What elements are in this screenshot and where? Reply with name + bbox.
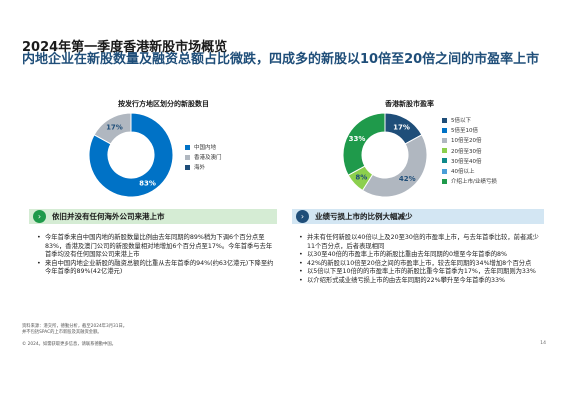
legend-item: 中国内地 <box>185 142 222 152</box>
left-chart-title: 按发行方地区划分的新股数目 <box>118 100 209 108</box>
list-item: 来自中国内地企业新股的融资总额的比重从去年首季的94%(约63亿港元)下降至约今… <box>36 260 276 277</box>
list-item: 以5倍以下至10倍的的市盈率上市的新股比重今年首季为17%，去年同期则为33% <box>298 268 544 277</box>
legend-label: 20倍至30倍 <box>451 148 482 155</box>
legend-swatch <box>442 178 447 184</box>
legend-item: 香港及澳门 <box>185 152 222 162</box>
legend-label: 40倍以上 <box>451 169 475 176</box>
legend-item: 20倍至30倍 <box>442 146 497 156</box>
legend-item: 30倍至40倍 <box>442 156 497 166</box>
page-title: 2024年第一季度香港新股市场概览 <box>22 40 228 55</box>
legend-swatch <box>442 117 447 123</box>
legend-swatch <box>185 154 190 160</box>
page-number: 14 <box>540 341 546 346</box>
legend-item: 5倍以下 <box>442 115 497 125</box>
legend-item: 5倍至10倍 <box>442 125 497 135</box>
legend-label: 30倍至40倍 <box>451 158 482 165</box>
right-section-heading: 业绩亏损上市的比例大幅减少 <box>315 212 413 221</box>
legend-label: 5倍至10倍 <box>451 128 478 135</box>
left-chart-legend: 中国内地香港及澳门海外 <box>185 142 222 173</box>
list-item: 并未有任何新股以40倍以上及20至30倍的市盈率上市，与去年首季比较，前者减少1… <box>298 234 544 251</box>
list-item: 以介绍形式或业绩亏损上市的由去年同期的22%攀升至今年首季的33% <box>298 277 544 286</box>
legend-swatch <box>442 148 447 154</box>
legend-swatch <box>442 127 447 133</box>
data-label: 83% <box>139 179 156 187</box>
legend-item: 介绍上市/业绩亏损 <box>442 176 497 186</box>
right-chart-title: 香港新股市盈率 <box>385 100 434 108</box>
list-item: 42%的新股以10倍至20倍之间的市盈率上市，较去年同期的34%增加8个百分点 <box>298 260 544 269</box>
pie-slice <box>361 134 428 198</box>
legend-label: 5倍以下 <box>451 118 471 125</box>
legend-swatch <box>442 137 447 143</box>
chevron-right-icon: › <box>296 210 309 223</box>
pie-slice <box>93 112 132 145</box>
legend-item: 海外 <box>185 162 222 172</box>
legend-swatch <box>442 158 447 164</box>
legend-item: 40倍以上 <box>442 166 497 176</box>
list-item: 今年首季来自中国内地的新股数量比例由去年同期的89%稍为下调6个百分点至83%，… <box>36 234 276 260</box>
legend-label: 海外 <box>194 165 206 172</box>
source-note: 资料来源：港交所，德勤分析，截至2024年3月31日。 并不包括SPAC的上市新… <box>22 324 128 335</box>
legend-swatch <box>185 144 190 150</box>
copyright: © 2024。如需获取更多信息，请联系德勤中国。 <box>22 342 116 347</box>
legend-label: 10倍至20倍 <box>451 138 482 145</box>
legend-swatch <box>185 164 190 170</box>
right-donut-chart: 17% 42% 8% 33% <box>342 112 428 198</box>
legend-label: 介绍上市/业绩亏损 <box>451 179 497 186</box>
page-subtitle: 内地企业在新股数量及融资总额占比微跌，四成多的新股以10倍至20倍之间的市盈率上… <box>22 52 540 67</box>
left-bullet-list: 今年首季来自中国内地的新股数量比例由去年同期的89%稍为下调6个百分点至83%，… <box>36 234 276 277</box>
legend-label: 中国内地 <box>194 145 217 152</box>
legend-item: 10倍至20倍 <box>442 135 497 145</box>
left-section-header: › 依旧并没有任何海外公司来港上市 <box>29 209 277 224</box>
data-label: 42% <box>399 175 416 183</box>
pie-slice <box>88 112 174 198</box>
legend-swatch <box>442 168 447 174</box>
right-bullet-list: 并未有任何新股以40倍以上及20至30倍的市盈率上市，与去年首季比较，前者减少1… <box>298 234 544 286</box>
chevron-right-icon: › <box>33 210 46 223</box>
left-donut-chart: 83% 17% <box>88 112 174 198</box>
data-label: 8% <box>355 174 367 182</box>
data-label: 17% <box>106 124 123 132</box>
legend-label: 香港及澳门 <box>194 155 222 162</box>
data-label: 17% <box>393 124 410 132</box>
list-item: 以30至40倍的市盈率上市的新股比重由去年同期的0增至今年首季的8% <box>298 251 544 260</box>
pie-slice <box>342 112 386 176</box>
left-section-heading: 依旧并没有任何海外公司来港上市 <box>52 212 165 221</box>
right-section-header: › 业绩亏损上市的比例大幅减少 <box>292 209 544 224</box>
data-label: 33% <box>349 135 366 143</box>
right-chart-legend: 5倍以下 5倍至10倍 10倍至20倍 20倍至30倍 30倍至40倍 40倍以上介绍上市… <box>442 115 497 186</box>
